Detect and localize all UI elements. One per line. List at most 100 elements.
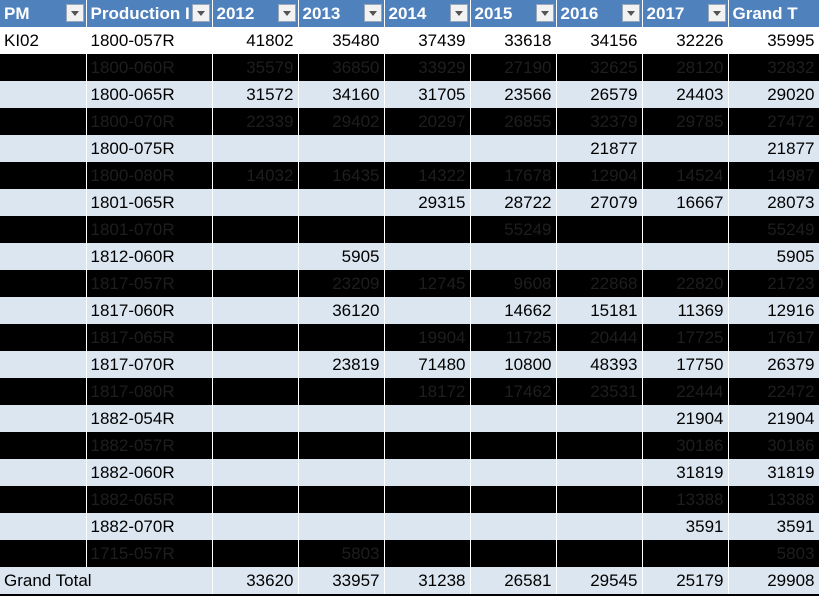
value-cell[interactable]: 14662 bbox=[470, 297, 557, 324]
value-cell[interactable] bbox=[298, 486, 385, 513]
filter-dropdown-icon[interactable] bbox=[621, 4, 640, 22]
production-cell[interactable]: 1812-060R bbox=[86, 243, 213, 270]
value-cell[interactable]: 20297 bbox=[384, 108, 471, 135]
value-cell[interactable]: 35579 bbox=[212, 54, 299, 81]
value-cell[interactable] bbox=[384, 540, 471, 567]
value-cell[interactable] bbox=[212, 243, 299, 270]
value-cell[interactable]: 21904 bbox=[728, 405, 819, 432]
value-cell[interactable]: 34160 bbox=[298, 81, 385, 108]
value-cell[interactable] bbox=[298, 216, 385, 243]
value-cell[interactable]: 10800 bbox=[470, 351, 557, 378]
header-pm[interactable]: PM bbox=[0, 0, 87, 27]
production-cell[interactable]: 1882-057R bbox=[86, 432, 213, 459]
production-cell[interactable]: 1882-065R bbox=[86, 486, 213, 513]
value-cell[interactable] bbox=[556, 459, 643, 486]
value-cell[interactable]: 11369 bbox=[642, 297, 729, 324]
value-cell[interactable]: 27079 bbox=[556, 189, 643, 216]
value-cell[interactable]: 12904 bbox=[556, 162, 643, 189]
value-cell[interactable]: 16667 bbox=[642, 189, 729, 216]
value-cell[interactable]: 23209 bbox=[298, 270, 385, 297]
value-cell[interactable]: 15181 bbox=[556, 297, 643, 324]
production-cell[interactable]: 1800-060R bbox=[86, 54, 213, 81]
filter-dropdown-icon[interactable] bbox=[535, 4, 554, 22]
value-cell[interactable]: 35995 bbox=[728, 27, 819, 54]
header-2016[interactable]: 2016 bbox=[556, 0, 643, 27]
value-cell[interactable]: 31705 bbox=[384, 81, 471, 108]
value-cell[interactable]: 5803 bbox=[298, 540, 385, 567]
pm-cell[interactable] bbox=[0, 405, 87, 432]
value-cell[interactable]: 28073 bbox=[728, 189, 819, 216]
value-cell[interactable] bbox=[384, 432, 471, 459]
value-cell[interactable]: 31819 bbox=[642, 459, 729, 486]
value-cell[interactable]: 55249 bbox=[728, 216, 819, 243]
value-cell[interactable] bbox=[298, 432, 385, 459]
value-cell[interactable]: 17725 bbox=[642, 324, 729, 351]
value-cell[interactable]: 48393 bbox=[556, 351, 643, 378]
production-cell[interactable]: 1800-075R bbox=[86, 135, 213, 162]
value-cell[interactable] bbox=[212, 540, 299, 567]
value-cell[interactable] bbox=[212, 216, 299, 243]
value-cell[interactable] bbox=[642, 243, 729, 270]
filter-dropdown-icon[interactable] bbox=[363, 4, 382, 22]
value-cell[interactable] bbox=[298, 405, 385, 432]
value-cell[interactable]: 20444 bbox=[556, 324, 643, 351]
value-cell[interactable]: 5905 bbox=[728, 243, 819, 270]
value-cell[interactable]: 21877 bbox=[556, 135, 643, 162]
total-value-cell[interactable]: 33620 bbox=[212, 567, 299, 594]
value-cell[interactable] bbox=[470, 135, 557, 162]
production-cell[interactable]: 1817-065R bbox=[86, 324, 213, 351]
value-cell[interactable] bbox=[384, 459, 471, 486]
filter-dropdown-icon[interactable] bbox=[191, 4, 210, 22]
pm-cell[interactable] bbox=[0, 243, 87, 270]
value-cell[interactable]: 28120 bbox=[642, 54, 729, 81]
value-cell[interactable]: 17750 bbox=[642, 351, 729, 378]
value-cell[interactable] bbox=[556, 405, 643, 432]
value-cell[interactable] bbox=[556, 216, 643, 243]
pm-cell[interactable] bbox=[0, 108, 87, 135]
value-cell[interactable]: 13388 bbox=[642, 486, 729, 513]
value-cell[interactable]: 32832 bbox=[728, 54, 819, 81]
value-cell[interactable] bbox=[470, 459, 557, 486]
filter-dropdown-icon[interactable] bbox=[65, 4, 84, 22]
production-cell[interactable]: 1817-060R bbox=[86, 297, 213, 324]
pm-cell[interactable] bbox=[0, 540, 87, 567]
total-value-cell[interactable]: 26581 bbox=[470, 567, 557, 594]
total-value-cell[interactable]: 31238 bbox=[384, 567, 471, 594]
production-cell[interactable]: 1800-070R bbox=[86, 108, 213, 135]
value-cell[interactable] bbox=[212, 324, 299, 351]
value-cell[interactable]: 33618 bbox=[470, 27, 557, 54]
pm-cell[interactable] bbox=[0, 162, 87, 189]
value-cell[interactable]: 26379 bbox=[728, 351, 819, 378]
value-cell[interactable] bbox=[384, 297, 471, 324]
value-cell[interactable]: 28722 bbox=[470, 189, 557, 216]
production-cell[interactable]: 1800-065R bbox=[86, 81, 213, 108]
value-cell[interactable] bbox=[212, 189, 299, 216]
value-cell[interactable] bbox=[212, 405, 299, 432]
value-cell[interactable] bbox=[470, 405, 557, 432]
value-cell[interactable]: 30186 bbox=[642, 432, 729, 459]
value-cell[interactable]: 21904 bbox=[642, 405, 729, 432]
value-cell[interactable]: 22444 bbox=[642, 378, 729, 405]
value-cell[interactable] bbox=[212, 351, 299, 378]
pm-cell[interactable] bbox=[0, 351, 87, 378]
value-cell[interactable] bbox=[212, 486, 299, 513]
value-cell[interactable]: 12916 bbox=[728, 297, 819, 324]
value-cell[interactable]: 14322 bbox=[384, 162, 471, 189]
value-cell[interactable]: 36850 bbox=[298, 54, 385, 81]
value-cell[interactable] bbox=[470, 243, 557, 270]
header-production[interactable]: Production I bbox=[86, 0, 213, 27]
pm-cell[interactable] bbox=[0, 459, 87, 486]
value-cell[interactable]: 9608 bbox=[470, 270, 557, 297]
production-cell[interactable]: 1817-070R bbox=[86, 351, 213, 378]
production-cell[interactable]: 1882-060R bbox=[86, 459, 213, 486]
filter-dropdown-icon[interactable] bbox=[277, 4, 296, 22]
value-cell[interactable] bbox=[384, 513, 471, 540]
value-cell[interactable]: 5905 bbox=[298, 243, 385, 270]
value-cell[interactable]: 17617 bbox=[728, 324, 819, 351]
value-cell[interactable]: 23566 bbox=[470, 81, 557, 108]
value-cell[interactable] bbox=[298, 135, 385, 162]
value-cell[interactable]: 17678 bbox=[470, 162, 557, 189]
value-cell[interactable] bbox=[298, 189, 385, 216]
value-cell[interactable] bbox=[384, 216, 471, 243]
value-cell[interactable] bbox=[470, 432, 557, 459]
